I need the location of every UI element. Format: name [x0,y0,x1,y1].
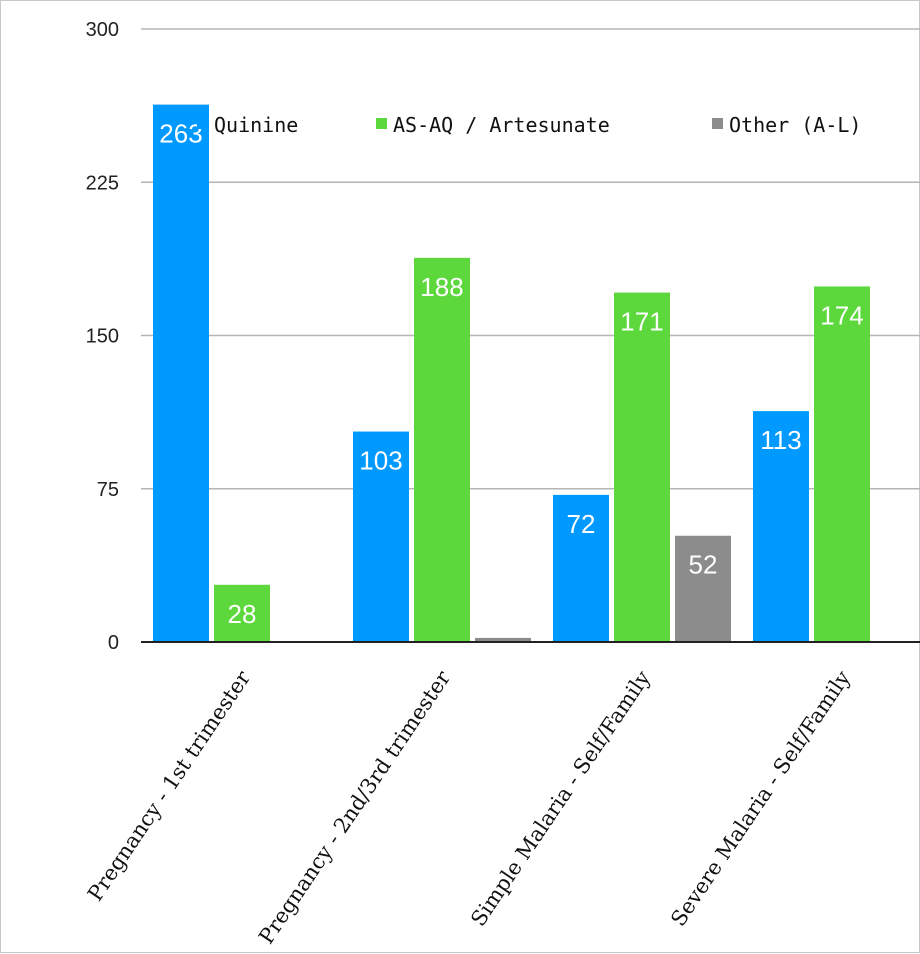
legend-label: AS-AQ / Artesunate [393,113,610,137]
bar-quinine [153,104,209,642]
bar-value-label: 263 [159,119,202,149]
bar-as-aq-artesunate [614,292,670,642]
bar-value-label: 52 [689,550,718,580]
bar-value-label: 171 [620,307,663,337]
legend-swatch [376,118,387,129]
bar-quinine [753,411,809,642]
legend-label: Quinine [214,113,298,137]
bar-as-aq-artesunate [814,286,870,642]
bar-value-label: 103 [359,446,402,476]
data-labels: 263 28 103 188 72 171 52 113 174 [159,119,863,629]
bar-value-label: 174 [820,300,863,330]
y-tick-label: 150 [86,326,119,348]
bar-value-label: 188 [420,272,463,302]
bar-quinine [353,431,409,642]
legend-swatch [712,118,723,129]
legend: Quinine AS-AQ / Artesunate Other (A-L) [197,113,861,137]
bar-value-label: 72 [567,509,596,539]
y-tick-label: 75 [97,479,119,501]
y-tick-label: 225 [86,172,119,194]
legend-swatch [197,118,208,129]
bar-as-aq-artesunate [214,584,270,642]
bars [153,104,870,642]
x-category-label: Pregnancy - 2nd/3rd trimester [254,666,456,949]
x-category-label: Severe Malaria - Self/Family [666,666,855,930]
x-axis-categories: Pregnancy - 1st trimester Pregnancy - 2nd… [83,666,855,949]
x-category-label: Simple Malaria - Self/Family [466,666,655,930]
bar-other-a-l- [675,535,731,642]
bar-quinine [553,494,609,642]
bar-value-label: 113 [760,425,801,455]
bar-other-a-l- [475,637,531,642]
legend-label: Other (A-L) [729,113,861,137]
x-category-label: Pregnancy - 1st trimester [83,666,256,906]
y-tick-label: 0 [108,632,119,654]
bar-as-aq-artesunate [414,257,470,642]
bar-value-label: 28 [228,599,257,629]
y-axis-ticks: 0 75 150 225 300 [86,19,119,654]
y-tick-label: 300 [86,19,119,41]
